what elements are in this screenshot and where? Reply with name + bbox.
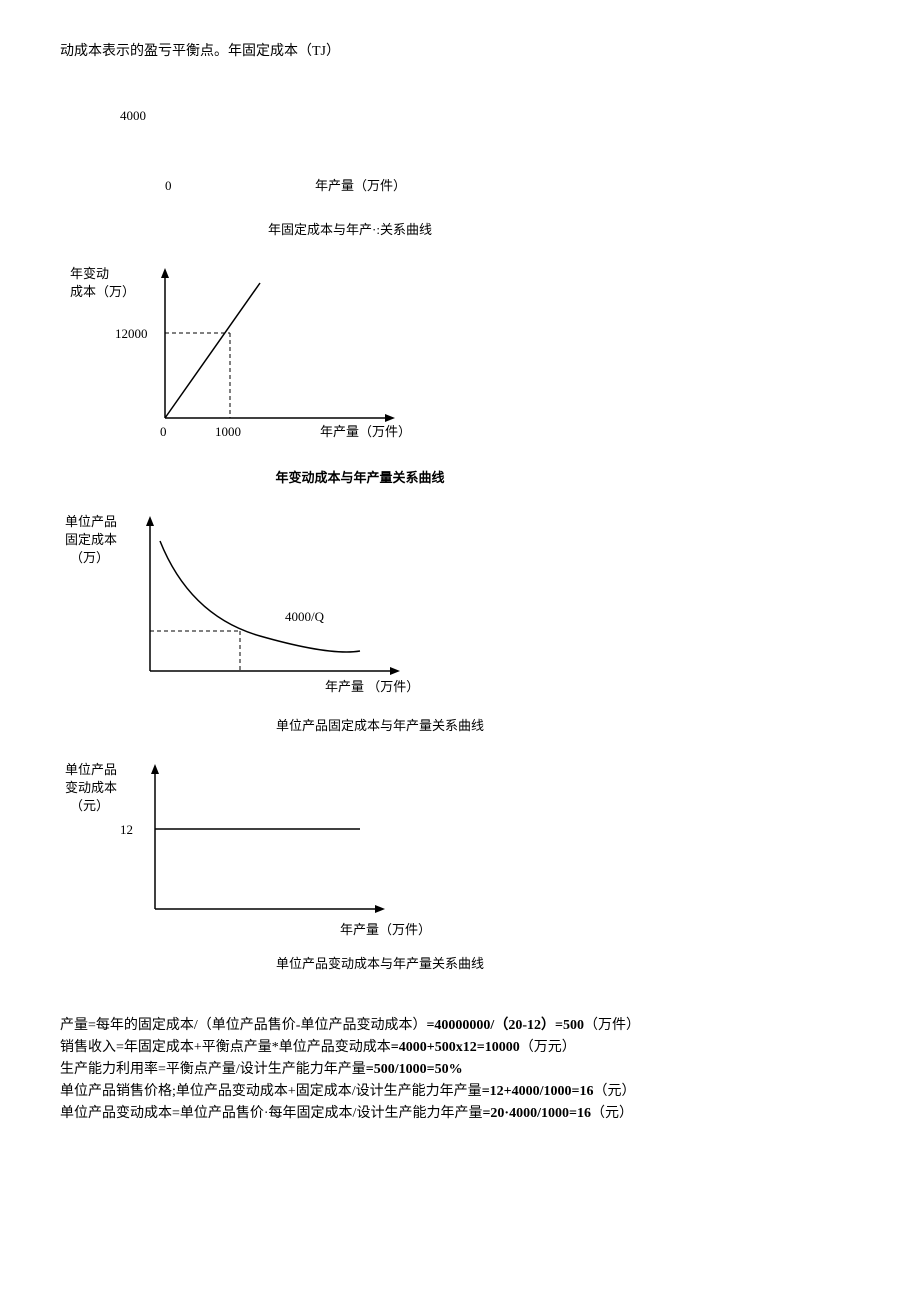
chart4-ylabel2: 变动成本 [65, 780, 117, 795]
chart2-yvalue: 12000 [115, 326, 148, 341]
chart1-svg: 4000 0 年产量（万件） [60, 90, 460, 210]
chart3-xarrow [390, 667, 400, 675]
top-paragraph: 动成本表示的盈亏平衡点。年固定成本（TJ） [60, 40, 860, 60]
calc4c: （元） [594, 1084, 636, 1099]
chart2-caption: 年变动成本与年产量关系曲线 [0, 467, 860, 486]
chart4-caption: 单位产品变动成本与年产量关系曲线 [0, 953, 860, 972]
calc-line-2: 销售收入=年固定成本+平衡点产量*单位产品变动成本=4000+500x12=10… [60, 1036, 860, 1056]
chart2-ylabel2: 成本（万） [70, 284, 135, 299]
chart3-curvelabel: 4000/Q [285, 609, 325, 624]
chart1-block: 4000 0 年产量（万件） 年固定成本与年产·:关系曲线 [60, 90, 860, 238]
chart4-xarrow [375, 905, 385, 913]
chart2-xlabel: 年产量（万件） [320, 424, 411, 439]
chart3-ylabel1: 单位产品 [65, 514, 117, 529]
chart4-xlabel: 年产量（万件） [340, 922, 431, 937]
chart2-line [165, 283, 260, 418]
chart3-xlabel: 年产量 （万件） [325, 679, 419, 694]
calc1c: （万件） [584, 1018, 640, 1033]
calc-line-5: 单位产品变动成本=单位产品售价·每年固定成本/设计生产能力年产量=20·4000… [60, 1102, 860, 1122]
calc2b: =4000+500x12=10000 [391, 1040, 520, 1055]
chart2-yarrow [161, 268, 169, 278]
calc4b: =12+4000/1000=16 [482, 1084, 594, 1099]
chart4-yarrow [151, 764, 159, 774]
chart3-curve [160, 541, 360, 652]
chart3-ylabel2: 固定成本 [65, 532, 117, 547]
calc2a: 销售收入=年固定成本+平衡点产量*单位产品变动成本 [60, 1040, 391, 1055]
top-suffix: 年固定成本（TJ） [228, 44, 340, 59]
chart1-xlabel: 年产量（万件） [315, 178, 406, 193]
chart2-xarrow [385, 414, 395, 422]
calc-line-4: 单位产品销售价格;单位产品变动成本+固定成本/设计生产能力年产量=12+4000… [60, 1080, 860, 1100]
chart4-ylabel3: （元） [70, 798, 109, 813]
calc1a: 产量=每年的固定成本/（单位产品售价-单位产品变动成本） [60, 1018, 426, 1033]
calc3a: 生产能力利用率=平衡点产量/设计生产能力年产量 [60, 1062, 366, 1077]
chart4-block: 单位产品 变动成本 （元） 12 年产量（万件） 单位产品变动成本与年产量关系曲… [60, 754, 860, 972]
calc3b: =500/1000=50% [366, 1062, 463, 1077]
chart1-xorigin: 0 [165, 178, 172, 193]
chart4-svg: 单位产品 变动成本 （元） 12 年产量（万件） [60, 754, 480, 944]
chart2-ylabel1: 年变动 [70, 266, 109, 281]
chart1-yvalue: 4000 [120, 108, 146, 123]
chart3-block: 单位产品 固定成本 （万） 4000/Q 年产量 （万件） 单位产品固定成本与年… [60, 506, 860, 734]
chart2-svg: 年变动 成本（万） 12000 0 1000 年产量（万件） [60, 258, 480, 458]
chart3-caption: 单位产品固定成本与年产量关系曲线 [0, 715, 860, 734]
chart4-ylabel1: 单位产品 [65, 762, 117, 777]
chart3-ylabel3: （万） [70, 550, 109, 565]
chart2-xtick: 1000 [215, 424, 241, 439]
calc-line-3: 生产能力利用率=平衡点产量/设计生产能力年产量=500/1000=50% [60, 1058, 860, 1078]
calc5c: （元） [591, 1106, 633, 1121]
calc4a: 单位产品销售价格;单位产品变动成本+固定成本/设计生产能力年产量 [60, 1084, 482, 1099]
chart3-svg: 单位产品 固定成本 （万） 4000/Q 年产量 （万件） [60, 506, 480, 706]
calc1b: =40000000/（20-12）=500 [426, 1018, 584, 1033]
chart1-caption: 年固定成本与年产·:关系曲线 [0, 219, 860, 238]
chart2-xorigin: 0 [160, 424, 167, 439]
calc5a: 单位产品变动成本=单位产品售价·每年固定成本/设计生产能力年产量 [60, 1106, 482, 1121]
calc2c: （万元） [520, 1040, 576, 1055]
calc-line-1: 产量=每年的固定成本/（单位产品售价-单位产品变动成本）=40000000/（2… [60, 1014, 860, 1034]
calc5b: =20·4000/1000=16 [482, 1106, 591, 1121]
chart3-yarrow [146, 516, 154, 526]
top-prefix: 动成本表示的盈亏平衡点。 [60, 44, 228, 59]
chart4-yvalue: 12 [120, 822, 133, 837]
chart2-block: 年变动 成本（万） 12000 0 1000 年产量（万件） 年变动成本与年产量… [60, 258, 860, 486]
